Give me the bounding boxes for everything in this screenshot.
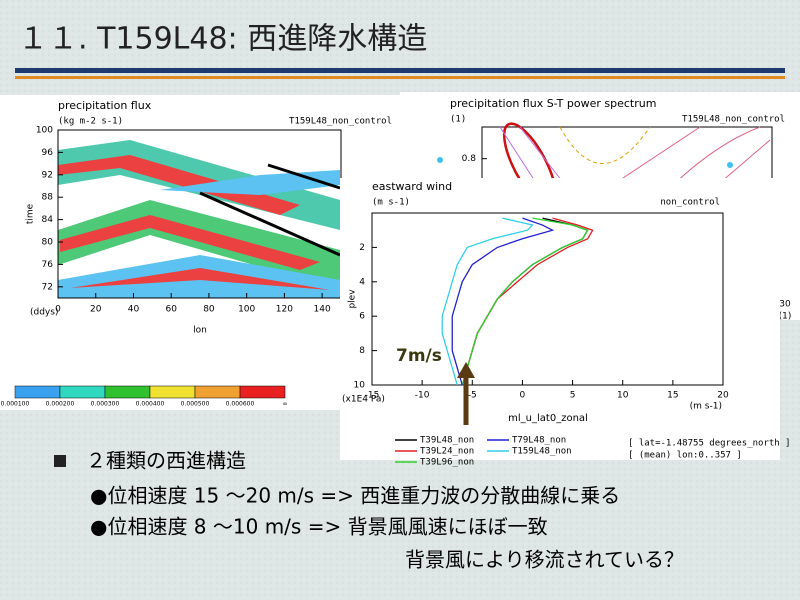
x-unit: (m s-1)	[690, 402, 722, 412]
run-name: T159L48_non_control	[289, 117, 392, 127]
title-rule	[15, 68, 785, 73]
units: (1)	[450, 115, 466, 125]
y-tick-label: 92	[42, 170, 53, 180]
note: [ (mean) lon:0..357 ]	[628, 451, 742, 461]
figure-title: precipitation flux S-T power spectrum	[450, 97, 656, 110]
x-tick-label: -10	[415, 391, 430, 401]
x-unit: (1)	[779, 312, 792, 322]
x-tick-label: 140	[314, 305, 331, 315]
slide-title: １１. T159L48: 西進降水構造	[18, 22, 427, 57]
y-tick-label: 100	[36, 126, 53, 136]
x-tick-label: 5	[570, 391, 576, 401]
x-axis-label: ml_u_lat0_zonal	[508, 413, 588, 424]
bullet-square	[54, 455, 66, 467]
y-tick-label: 0.8	[462, 154, 477, 164]
x-tick-label: 15	[667, 391, 678, 401]
run-name: T159L48_non_control	[682, 115, 785, 125]
title-rule	[15, 76, 785, 79]
units: (kg m-2 s-1)	[58, 117, 123, 127]
x-tick-label: 10	[617, 391, 629, 401]
x-tick-label: 0	[520, 391, 526, 401]
legend-label: T79L48_non	[512, 436, 566, 446]
bullet-continuation: 背景風により移流されている？	[405, 548, 684, 572]
y-unit: (x1E4 Pa)	[342, 395, 385, 405]
y-tick-label: 2	[359, 243, 365, 253]
shading	[58, 140, 340, 298]
colorbar-label: 0.000300	[91, 401, 120, 408]
y-axis-label: time	[26, 203, 36, 224]
figure-title: precipitation flux	[58, 99, 152, 112]
bullet-item: ●位相速度 15 ～20 m/s => 西進重力波の分散曲線に乗る	[90, 484, 620, 508]
colorbar-swatch	[149, 385, 196, 399]
panel	[340, 178, 780, 460]
y-axis-label: plev	[348, 289, 358, 309]
wind-figure: eastward wind (m s-1) non_control plev (…	[340, 178, 791, 468]
colorbar-label: 0.000600	[226, 401, 255, 408]
legend-label: T39L48_non	[420, 436, 474, 446]
x-tick-label: 120	[276, 305, 293, 315]
y-tick-label: 80	[42, 238, 54, 248]
y-tick-label: 72	[42, 282, 53, 292]
y-tick-label: 84	[42, 215, 54, 225]
plot-frame	[371, 212, 724, 386]
annotation: 7m/s	[396, 346, 442, 366]
y-tick-label: 4	[359, 277, 365, 287]
x-tick-label: 20	[717, 391, 729, 401]
legend-label: T159L48_non	[512, 447, 572, 457]
colorbar-label: 0.000200	[46, 401, 75, 408]
bullet-item: ●位相速度 8 ～10 m/s => 背景風風速にほぼ一致	[90, 515, 548, 539]
curve	[559, 126, 651, 164]
colorbar-label: 0.000100	[1, 401, 30, 408]
x-tick-label: 20	[90, 305, 102, 315]
y-tick-label: 8	[359, 346, 365, 356]
note: [ lat=-1.48755 degrees_north ]	[628, 439, 791, 449]
x-tick-label: 0	[55, 305, 61, 315]
x-axis-label: lon	[193, 326, 207, 336]
colorbar-swatch	[59, 385, 106, 399]
figure-title: eastward wind	[372, 180, 452, 193]
colorbar-swatch	[104, 385, 151, 399]
colorbar-label: 0.000400	[136, 401, 165, 408]
speckle	[727, 162, 733, 168]
x-tick-label: -5	[468, 391, 477, 401]
y-unit: (ddys)	[30, 308, 58, 318]
y-tick-label: 88	[42, 193, 54, 203]
colorbar-swatch	[239, 385, 286, 399]
x-tick-label: 30	[779, 300, 791, 310]
line	[461, 217, 589, 386]
line	[441, 217, 534, 386]
legend-label: T39L24_non	[420, 447, 474, 457]
colorbar-swatch	[14, 385, 61, 399]
units: (m s-1)	[372, 198, 410, 208]
phase-line	[267, 163, 341, 190]
x-tick-label: 100	[238, 305, 255, 315]
colorbar-swatch	[194, 385, 241, 399]
line	[451, 217, 555, 386]
precip-figure: precipitation flux (kg m-2 s-1) T159L48_…	[0, 95, 400, 410]
colorbar-label: ∞	[283, 401, 288, 408]
y-tick-label: 96	[42, 148, 54, 158]
x-tick-label: 40	[128, 305, 140, 315]
colorbar-label: 0.000500	[181, 401, 210, 408]
y-tick-label: 6	[359, 312, 365, 322]
speckle	[437, 157, 443, 163]
x-tick-label: 80	[203, 305, 215, 315]
bullet-heading: ２種類の西進構造	[86, 449, 246, 473]
legend-label: T39L96_non	[420, 458, 474, 468]
arrow-head	[457, 362, 475, 378]
x-tick-label: 60	[165, 305, 177, 315]
run-name: non_control	[660, 198, 720, 208]
y-tick-label: 76	[42, 260, 54, 270]
y-tick-label: 10	[354, 381, 366, 391]
x-tick-label: -15	[365, 391, 380, 401]
phase-line	[199, 191, 341, 257]
